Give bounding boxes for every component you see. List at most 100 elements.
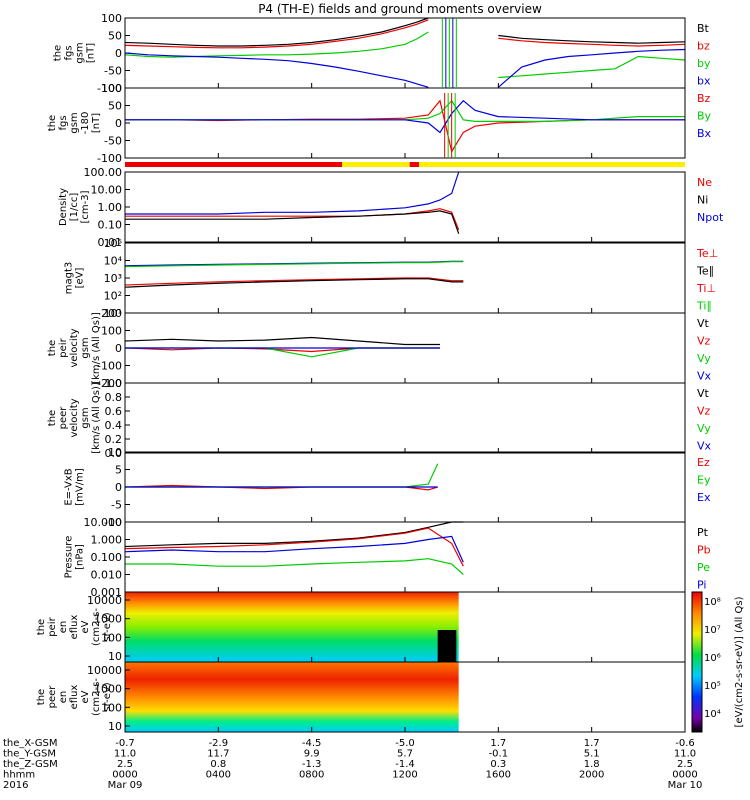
colorbar-label: [eV/(cm2-s-sr-eV)] (All Qs) xyxy=(734,596,745,727)
y-axis-label: thepeerenefluxeV(cm2-s-sr-eV) xyxy=(36,678,113,716)
y-tick-label: -100 xyxy=(97,82,122,95)
y-axis-label-line: velocity xyxy=(69,398,80,437)
y-axis-label-line: the xyxy=(47,340,58,356)
legend-entry: Vy xyxy=(697,422,711,435)
y-tick-label: 10000 xyxy=(87,594,122,607)
legend-entry: Ey xyxy=(697,474,711,487)
x-axis-value: 0800 xyxy=(299,770,324,781)
panel-frame xyxy=(124,382,686,454)
y-tick-label: 0 xyxy=(115,117,122,130)
x-axis-value: 11.0 xyxy=(114,749,136,760)
y-tick-label: -5 xyxy=(111,499,122,512)
y-axis-label: E=-VxB[mV/m] xyxy=(64,468,86,506)
y-axis-label-line: [nT] xyxy=(86,43,97,63)
y-tick-label: 10¹ xyxy=(104,307,122,320)
x-axis-value: 1.8 xyxy=(584,759,600,770)
y-tick-label: 10² xyxy=(104,290,122,303)
y-axis-label-line: fgs xyxy=(58,115,69,130)
y-axis-label: thepeirvelocitygsm[km/s (All Qs)] xyxy=(47,312,102,384)
series-line-bz xyxy=(124,19,686,49)
y-axis-label-line: eV xyxy=(80,620,91,633)
legend-entry: bz xyxy=(697,40,710,53)
panel-fgs: 100 50 0 -50 -100 thefgsgsm[nT] Bt bz by bx xyxy=(53,12,711,95)
series-line-Bz xyxy=(125,99,685,154)
x-axis-value: -0.6 xyxy=(675,738,695,749)
x-axis-value: 2.5 xyxy=(677,759,693,770)
y-axis-label-line: the xyxy=(36,689,47,705)
y-axis-label: magt3[eV] xyxy=(64,262,86,295)
y-tick-label: 50 xyxy=(108,100,122,113)
legend-entry: Vt xyxy=(697,317,710,330)
legend-entry: Pt xyxy=(697,526,709,539)
series-line-Bx xyxy=(125,99,685,134)
y-tick-label: 0.10 xyxy=(98,219,123,232)
x-axis-value: -2.9 xyxy=(209,738,229,749)
y-tick-label: -50 xyxy=(104,135,122,148)
y-axis-label: thefgsgsm[nT] xyxy=(53,42,97,63)
legend-entry: Bz xyxy=(697,92,711,105)
legend-entry: Te⊥ xyxy=(696,247,718,260)
x-axis-value: 1200 xyxy=(392,770,417,781)
x-axis-value: Mar 09 xyxy=(108,780,143,791)
y-axis-label-line: eflux xyxy=(69,685,80,710)
panel-peer_spec: 10000 1000 100 10 thepeerenefluxeV(cm2-s-sr-… xyxy=(36,661,686,733)
y-tick-label: 10.00 xyxy=(91,184,123,197)
y-axis-label-line: [mV/m] xyxy=(75,468,86,506)
y-tick-label: -50 xyxy=(104,65,122,78)
y-tick-label: 10 xyxy=(108,650,122,663)
y-axis-label-line: [1/cc] xyxy=(69,193,80,222)
legend-entry: Te∥ xyxy=(696,265,714,278)
y-axis-label-line: the xyxy=(53,45,64,61)
panel-pressure: 10.0001.0000.1000.0100.001Pressure[nPa]P… xyxy=(64,516,711,599)
x-axis-value: 11.0 xyxy=(674,749,696,760)
x-axis-value: 9.9 xyxy=(304,749,320,760)
x-axis-value: 0.3 xyxy=(490,759,506,770)
x-axis-value: 0000 xyxy=(112,770,137,781)
y-tick-label: 100 xyxy=(101,12,122,25)
y-tick-label: 10⁴ xyxy=(104,255,123,268)
spectrogram-empty-region xyxy=(458,592,685,662)
mode-bar xyxy=(125,18,685,167)
y-axis-label-line: eflux xyxy=(69,615,80,640)
legend-entry: Ti⊥ xyxy=(696,282,716,295)
y-axis-label-line: [km/s (All Qs)] xyxy=(91,382,102,454)
plot-title: P4 (TH-E) fields and ground moments over… xyxy=(258,2,542,16)
legend-entry: By xyxy=(697,110,712,123)
panel-peer_vel: 1.00.80.60.40.20.0thepeervelocitygsm[km/… xyxy=(47,377,712,460)
x-axis-value: 1.7 xyxy=(584,738,600,749)
y-tick-label: -100 xyxy=(97,152,122,165)
y-tick-label: 10 xyxy=(108,720,122,733)
y-axis-label-line: gsm xyxy=(80,407,91,428)
y-tick-label: 50 xyxy=(108,30,122,43)
y-axis-label: thepeirenefluxeV(cm2-s-sr-eV) xyxy=(36,608,113,646)
y-tick-label: 100 xyxy=(101,82,122,95)
y-axis-label-line: en xyxy=(58,621,69,634)
x-axis-value: 2000 xyxy=(579,770,604,781)
colorbar-tick-label: 10⁵ xyxy=(704,681,721,692)
y-axis-label-line: the xyxy=(47,410,58,426)
series-line-Te∥ xyxy=(124,278,464,288)
y-axis-label-line: fgs xyxy=(64,45,75,60)
series-line-Bt xyxy=(124,17,686,47)
legend-entry: Ez xyxy=(697,456,710,469)
series-line-by xyxy=(124,31,686,79)
y-axis-label-line: [nPa] xyxy=(75,544,86,570)
x-axis-row-label: the_X-GSM xyxy=(3,738,57,749)
x-axis-value: Mar 10 xyxy=(668,780,703,791)
y-tick-label: -10 xyxy=(104,516,122,529)
legend-entry: Vx xyxy=(697,440,712,453)
y-axis-label-line: peir xyxy=(47,616,58,636)
series-line-Ti∥ xyxy=(124,261,464,268)
legend-entry: Vx xyxy=(697,370,712,383)
x-axis-value: 5.7 xyxy=(397,749,413,760)
legend-entry: Pi xyxy=(697,579,706,592)
y-tick-label: 100.00 xyxy=(84,166,123,179)
colorbar: 10⁸ 10⁷ 10⁶ 10⁵ 10⁴ [eV/(cm2-s-sr-eV)] (All Q… xyxy=(691,591,745,733)
x-axis-value: 2.5 xyxy=(117,759,133,770)
legend-entry: Npot xyxy=(697,211,724,224)
legend-entry: by xyxy=(697,57,711,70)
series-line-Te⊥ xyxy=(124,277,464,286)
series-line-Pb xyxy=(124,527,464,567)
series-line-Pt xyxy=(124,521,464,548)
panel-frame xyxy=(124,171,686,243)
